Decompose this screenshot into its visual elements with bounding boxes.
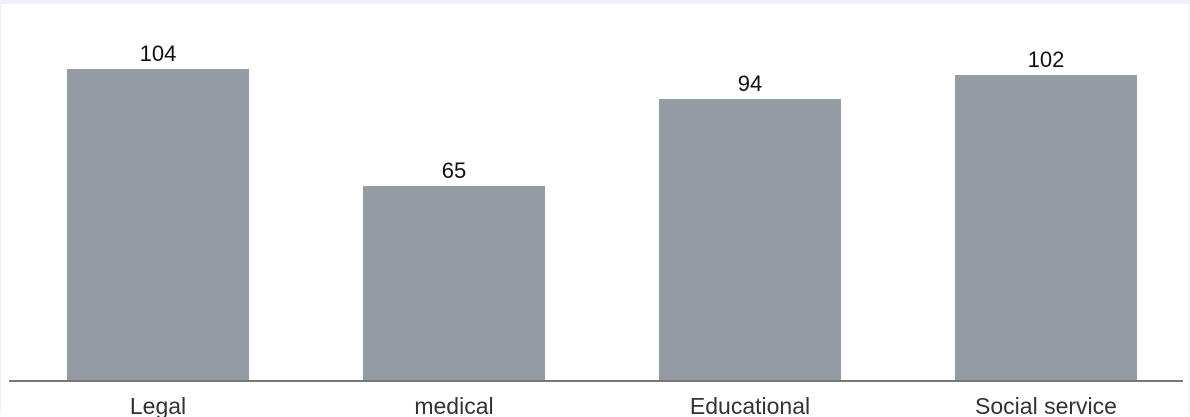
value-label-social-service: 102 — [1028, 47, 1065, 72]
x-tick-label-social-service: Social service — [975, 393, 1117, 417]
value-label-educational: 94 — [738, 71, 762, 96]
bar-educational — [659, 99, 841, 381]
bar-legal — [67, 69, 249, 381]
x-tick-labels-group: Legal medical Educational Social service — [130, 393, 1117, 417]
x-tick-label-educational: Educational — [690, 393, 810, 417]
bars-group — [67, 69, 1137, 381]
value-label-medical: 65 — [442, 158, 466, 183]
bar-chart: 104 65 94 102 Legal medical Educational Social… — [9, 41, 1183, 417]
x-tick-label-medical: medical — [414, 393, 493, 417]
value-label-legal: 104 — [140, 41, 177, 66]
x-tick-label-legal: Legal — [130, 393, 186, 417]
bar-medical — [363, 186, 545, 381]
value-labels-group: 104 65 94 102 — [140, 41, 1065, 183]
bar-social-service — [955, 75, 1137, 381]
